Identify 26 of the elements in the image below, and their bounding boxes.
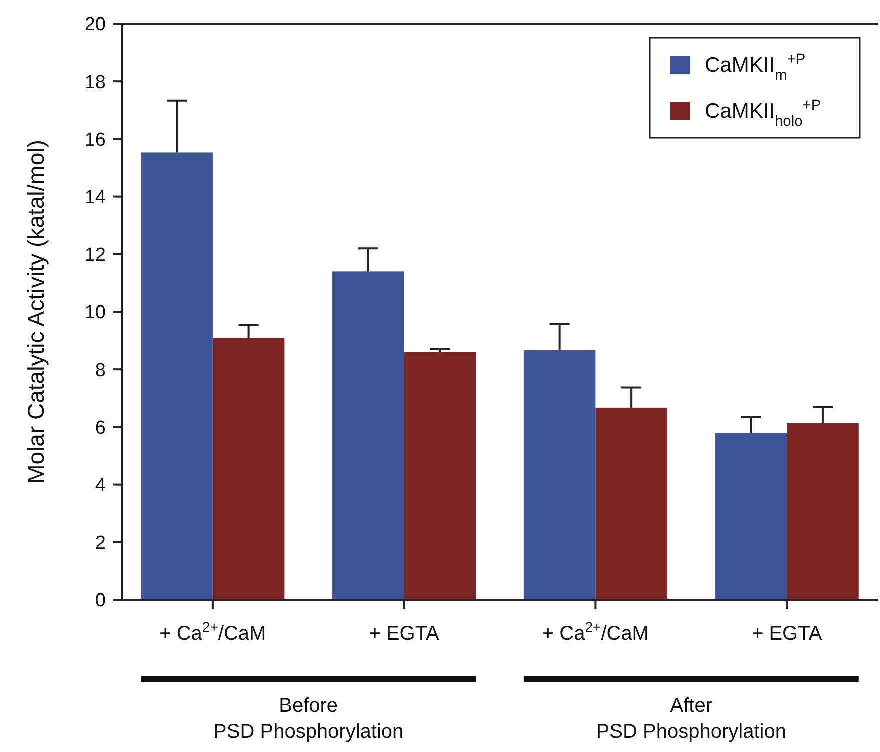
- y-tick-label: 6: [95, 418, 106, 439]
- y-tick-label: 16: [84, 130, 106, 151]
- bar: [787, 423, 859, 600]
- y-tick-label: 4: [95, 475, 106, 496]
- x-tick-label: + Ca$^{2+}$/CaM: [160, 619, 266, 645]
- bar: [332, 272, 404, 600]
- bar: [212, 338, 285, 600]
- bar: [524, 350, 596, 600]
- bar: [141, 152, 213, 600]
- bar: [715, 433, 788, 600]
- bar: [596, 408, 668, 600]
- y-tick-label: 10: [84, 302, 106, 324]
- y-tick-label: 8: [95, 360, 106, 382]
- y-tick-label: 20: [84, 14, 106, 36]
- y-tick-label: 18: [84, 72, 106, 94]
- y-tick-label: 14: [84, 187, 106, 208]
- text: Before PSD Phosphorylation: [214, 695, 404, 743]
- bar: [404, 352, 476, 600]
- y-tick-label: 12: [84, 245, 106, 266]
- y-tick-label: 2: [95, 533, 106, 554]
- x-tick-label: + EGTA: [369, 623, 440, 645]
- y-tick-label: 0: [95, 590, 106, 612]
- text: After PSD Phosphorylation: [596, 695, 786, 743]
- x-tick-label: + EGTA: [752, 623, 823, 645]
- x-tick-label: + Ca$^{2+}$/CaM: [542, 619, 649, 645]
- y-axis-title: Molar Catalytic Activity (katal/mol): [23, 140, 49, 484]
